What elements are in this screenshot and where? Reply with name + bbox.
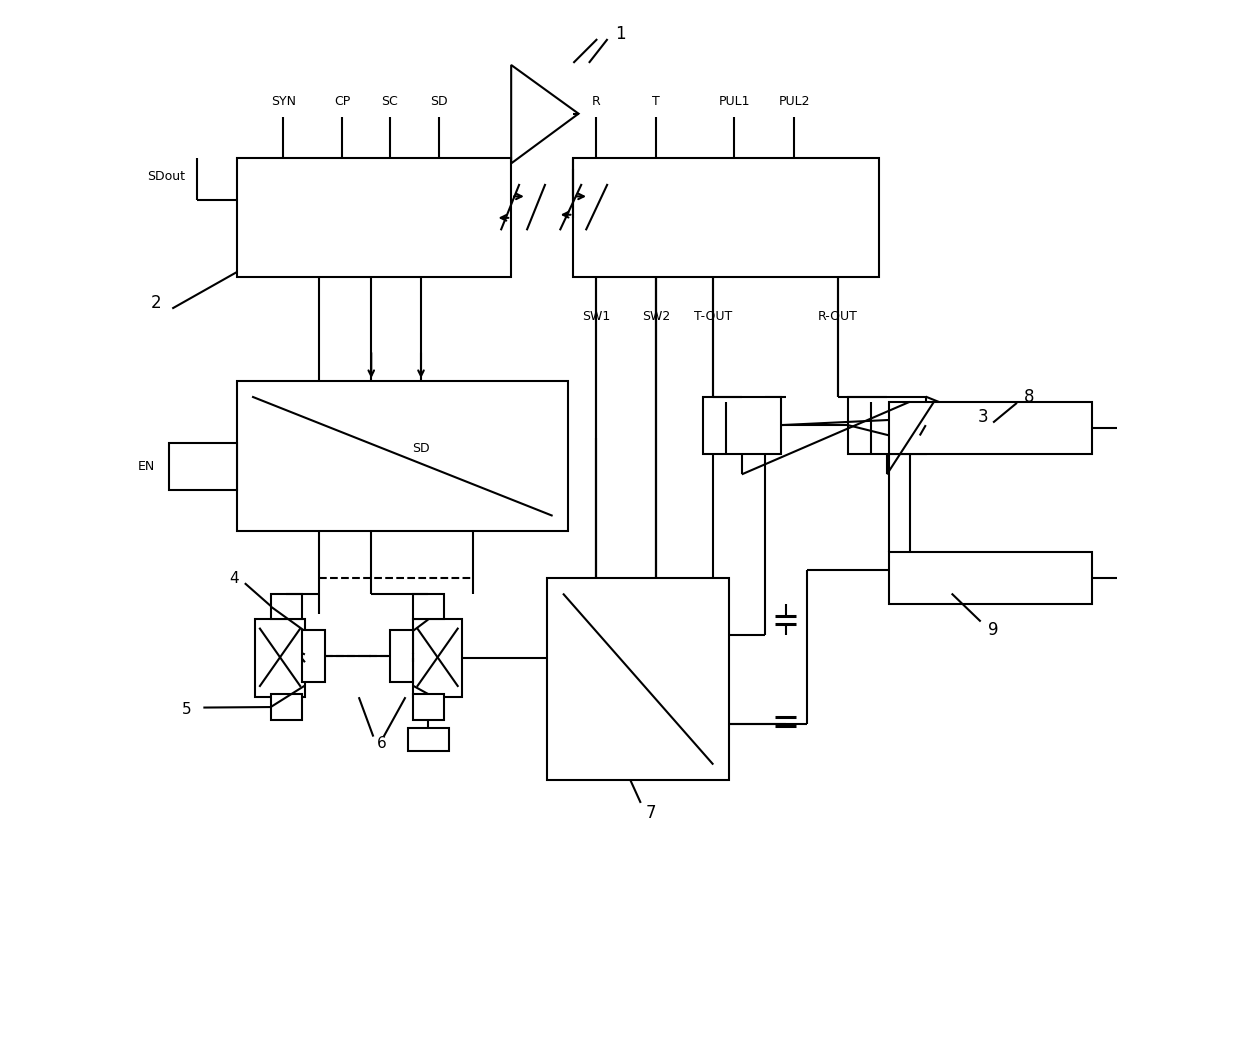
Bar — [408, 728, 449, 751]
Text: PUL2: PUL2 — [779, 95, 810, 107]
Text: 6: 6 — [377, 737, 387, 751]
Text: SW2: SW2 — [642, 311, 671, 323]
Text: 7: 7 — [646, 804, 656, 822]
Text: T: T — [652, 95, 660, 107]
Text: 3: 3 — [977, 408, 988, 426]
Text: R: R — [591, 95, 600, 107]
Text: SYN: SYN — [270, 95, 295, 107]
Text: SC: SC — [382, 95, 398, 107]
Bar — [413, 619, 463, 697]
Bar — [237, 158, 511, 277]
Text: SW1: SW1 — [582, 311, 610, 323]
Bar — [848, 397, 926, 453]
Bar — [255, 619, 305, 697]
Bar — [889, 402, 1091, 453]
Text: 1: 1 — [615, 25, 625, 43]
Bar — [301, 629, 325, 681]
Bar — [237, 381, 568, 531]
Bar — [270, 594, 301, 619]
Text: PUL1: PUL1 — [718, 95, 750, 107]
Text: CP: CP — [334, 95, 351, 107]
Text: 5: 5 — [182, 702, 191, 717]
Text: 9: 9 — [988, 621, 998, 639]
Text: 2: 2 — [150, 294, 161, 313]
Bar — [573, 158, 879, 277]
Text: 8: 8 — [1024, 388, 1034, 405]
Bar — [413, 694, 444, 720]
Text: EN: EN — [138, 461, 155, 473]
Bar — [703, 397, 781, 453]
Bar — [270, 694, 301, 720]
Bar — [889, 552, 1091, 604]
Text: R-OUT: R-OUT — [817, 311, 858, 323]
Bar — [413, 594, 444, 619]
Text: SD: SD — [412, 442, 430, 455]
Bar — [169, 443, 237, 490]
Text: SD: SD — [430, 95, 448, 107]
Bar — [389, 629, 413, 681]
Bar — [547, 578, 729, 780]
Text: 4: 4 — [229, 571, 239, 586]
Text: T-OUT: T-OUT — [694, 311, 733, 323]
Text: SDout: SDout — [148, 171, 185, 183]
